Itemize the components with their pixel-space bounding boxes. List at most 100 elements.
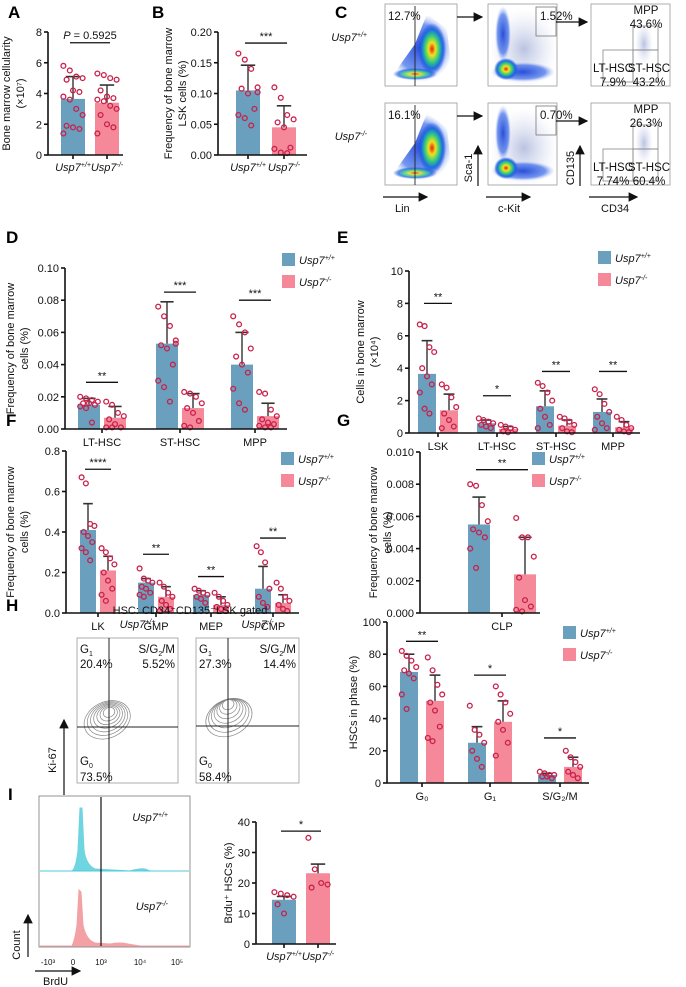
x-tick-label: Usp7+/+: [266, 951, 302, 963]
y-axis-label: Brdu⁺ HSCs (%): [223, 843, 235, 924]
text-span: Usp7: [299, 255, 326, 267]
chart-F: 0.0 0.2 0.4 0.6 0.8 Frequency of bone marrow c…: [5, 446, 334, 633]
data-point: [103, 93, 111, 100]
data-point: [202, 599, 209, 606]
text-span: Usp7: [136, 901, 163, 913]
data-point: [104, 577, 112, 584]
flow-plot: 0.70%: [487, 102, 589, 188]
data-point: [254, 89, 261, 96]
data-point: [107, 75, 114, 82]
text-span: **: [207, 565, 216, 577]
bar: [80, 529, 96, 613]
data-point: [264, 603, 271, 610]
data-point: [277, 585, 284, 592]
x-tick-label: MPP: [243, 437, 267, 449]
y-tick-label: 20: [238, 878, 250, 890]
chart-G: 0.000 0.002 0.004 0.006 0.008 0.010 Frequency …: [368, 447, 585, 633]
data-point: [591, 426, 598, 433]
panel-label-D: D: [6, 228, 18, 247]
panel-label-B: B: [152, 3, 164, 22]
y-axis-label: Cells in bone marrow: [355, 300, 367, 403]
data-point: [98, 545, 105, 552]
data-point: [87, 557, 94, 564]
data-point: [401, 667, 408, 674]
text-span: -/-: [641, 275, 648, 282]
mpp-percent: 26.3%: [630, 118, 663, 130]
y-tick-label: 4: [36, 89, 42, 101]
data-point: [478, 502, 485, 509]
data-point: [248, 122, 255, 129]
x-tick-label: CLP: [491, 621, 512, 633]
y-tick-label: 100: [363, 617, 381, 629]
legend-swatch: [532, 474, 545, 487]
flow-plot: 1.52%: [487, 3, 589, 89]
y-tick-label: 0.10: [38, 263, 59, 275]
x-tick-label: Usp7-/-: [91, 162, 124, 174]
density-hotspot: [418, 122, 446, 174]
x-tick-label: LT-HSC: [83, 437, 121, 449]
row-genotype-label: Usp7-/-: [335, 131, 368, 143]
data-point: [403, 652, 410, 659]
y-tick-label: 2: [36, 119, 42, 131]
data-point: [262, 559, 269, 566]
y-tick-label: 6: [397, 331, 403, 343]
data-point: [471, 726, 478, 733]
y-tick-label: 0.010: [386, 447, 414, 459]
data-point: [73, 105, 80, 112]
significance-label: *: [558, 726, 563, 738]
data-point: [596, 391, 603, 398]
data-point: [73, 73, 80, 80]
data-point: [166, 322, 173, 330]
text-span: /M: [283, 644, 296, 656]
y-tick-label: 0.2: [45, 568, 60, 580]
data-point: [413, 664, 420, 671]
data-point: [113, 76, 120, 83]
panel-label-F: F: [6, 411, 16, 430]
data-point: [236, 400, 243, 407]
text-span: **: [434, 291, 443, 303]
y-tick-label: 0.08: [38, 295, 59, 307]
data-point: [161, 313, 168, 320]
st-hsc-label: ST-HSC: [628, 63, 670, 75]
data-point: [431, 707, 439, 714]
y-tick-label: 0.10: [191, 89, 212, 101]
data-point: [120, 413, 127, 420]
data-point: [257, 549, 264, 556]
data-point: [85, 400, 93, 407]
text-span: -/-: [117, 162, 124, 169]
significance-label: ***: [249, 288, 263, 300]
y-axis-label: cells (%): [382, 511, 394, 553]
data-point: [566, 418, 573, 425]
data-point: [591, 386, 598, 393]
data-point: [398, 647, 405, 655]
text-span: +/+: [357, 32, 367, 39]
g0-label: G0: [80, 756, 93, 770]
text-span: +/+: [324, 454, 334, 461]
data-point: [572, 759, 579, 766]
data-point: [577, 763, 584, 770]
bar: [400, 671, 418, 783]
data-point: [69, 87, 77, 94]
data-point: [69, 124, 77, 131]
data-point: [305, 834, 312, 841]
data-point: [438, 425, 445, 432]
text-span: S/G: [139, 644, 159, 656]
data-point: [416, 321, 423, 328]
data-point: [559, 425, 566, 432]
legend-label: Usp7-/-: [299, 277, 332, 289]
data-point: [88, 419, 95, 426]
data-point: [98, 591, 105, 598]
text-span: +/+: [145, 619, 155, 626]
significance-label: **: [418, 629, 427, 641]
data-point: [76, 88, 83, 96]
data-point: [230, 385, 237, 392]
data-point: [198, 400, 205, 407]
data-point: [79, 111, 86, 119]
data-point: [140, 593, 147, 600]
data-point: [63, 122, 70, 129]
legend-swatch: [532, 452, 545, 465]
data-point: [601, 400, 608, 407]
data-point: [287, 144, 294, 151]
chart-A: 0 2 4 6 8 Bone marrow cellularity (×10⁷) Usp7+/…: [1, 27, 124, 174]
